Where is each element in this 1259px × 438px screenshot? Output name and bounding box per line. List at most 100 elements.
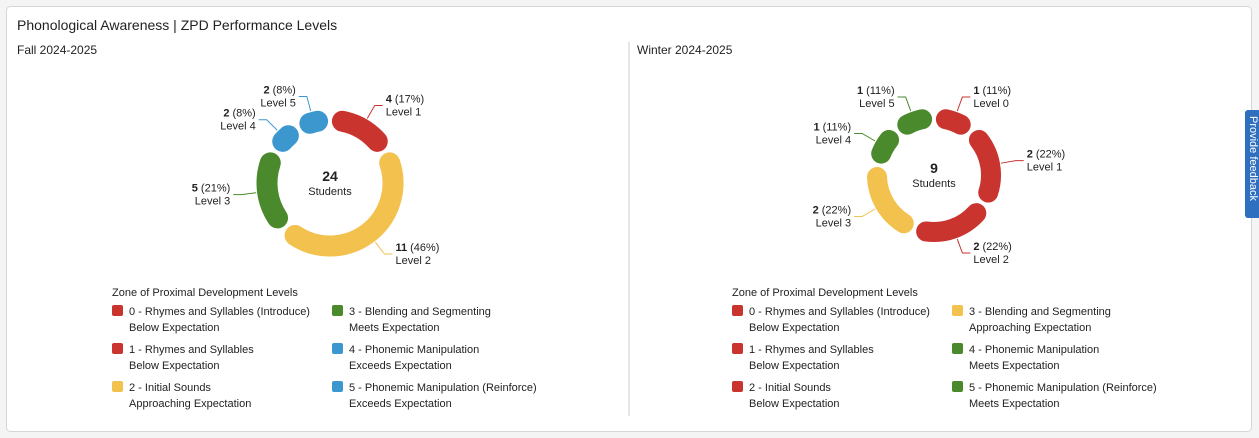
legend-swatch: [952, 343, 963, 354]
center-total: 9: [930, 160, 938, 176]
legend-title: Zone of Proximal Development Levels: [732, 287, 918, 299]
slice-label: 2 (22%): [1027, 149, 1065, 161]
slice-category: Level 4: [816, 135, 851, 147]
slice-label: 2 (22%): [813, 205, 851, 217]
legend-status: Approaching Expectation: [969, 322, 1091, 334]
slice-label: 11 (46%): [395, 242, 439, 254]
legend-swatch: [112, 381, 123, 392]
legend-label: 3 - Blending and Segmenting: [969, 306, 1111, 318]
slice-category: Level 2: [395, 255, 430, 267]
donut-slice: [272, 125, 299, 152]
slice-percent: (21%): [201, 183, 230, 195]
donut-slice: [935, 109, 971, 135]
chart-title: Fall 2024-2025: [17, 43, 97, 57]
feedback-tab[interactable]: [1245, 110, 1259, 218]
slice-percent: (17%): [395, 93, 424, 105]
slice-category: Level 4: [220, 121, 255, 133]
page-title: Phonological Awareness | ZPD Performance…: [17, 17, 337, 33]
slice-count: 1: [857, 85, 863, 97]
leader-line: [956, 96, 971, 112]
leader-line: [897, 96, 912, 112]
donut-slice: [867, 167, 914, 234]
legend-swatch: [332, 343, 343, 354]
slice-percent: (8%): [232, 108, 255, 120]
legend-swatch: [112, 305, 123, 316]
donut-slice: [284, 152, 404, 257]
slice-category: Level 3: [816, 218, 851, 230]
leader-line: [374, 241, 393, 255]
chart-title: Winter 2024-2025: [637, 43, 733, 57]
slice-category: Level 5: [260, 98, 295, 110]
leader-line: [854, 133, 876, 142]
center-total: 24: [322, 168, 338, 184]
legend-status: Exceeds Expectation: [349, 360, 452, 372]
leader-line: [366, 104, 383, 119]
slice-percent: (46%): [410, 242, 439, 254]
legend-status: Below Expectation: [129, 360, 220, 372]
slice-label: 1 (11%): [857, 85, 895, 97]
legend-label: 4 - Phonemic Manipulation: [969, 344, 1099, 356]
leader-line: [956, 238, 971, 254]
legend-swatch: [732, 381, 743, 392]
slice-count: 5: [192, 183, 198, 195]
legend-status: Approaching Expectation: [129, 398, 251, 410]
leader-line: [298, 96, 312, 112]
legend-label: 5 - Phonemic Manipulation (Reinforce): [969, 382, 1157, 394]
center-label: Students: [912, 178, 956, 190]
slice-category: Level 2: [973, 254, 1008, 266]
legend-swatch: [332, 305, 343, 316]
slice-count: 2: [813, 205, 819, 217]
slice-percent: (22%): [822, 205, 851, 217]
slice-count: 2: [223, 108, 229, 120]
legend-label: 0 - Rhymes and Syllables (Introduce): [749, 306, 930, 318]
slice-percent: (22%): [983, 241, 1012, 253]
legend-swatch: [332, 381, 343, 392]
slice-label: 1 (11%): [973, 85, 1011, 97]
slice-label: 2 (8%): [223, 108, 255, 120]
slice-category: Level 5: [859, 98, 894, 110]
slice-category: Level 3: [195, 196, 230, 208]
legend-swatch: [112, 343, 123, 354]
donut-slice: [299, 110, 329, 134]
slice-label: 2 (22%): [973, 241, 1011, 253]
leader-line: [854, 208, 876, 217]
slice-percent: (11%): [983, 85, 1012, 97]
donut-slice: [871, 129, 900, 164]
legend-label: 2 - Initial Sounds: [129, 382, 211, 394]
legend-label: 2 - Initial Sounds: [749, 382, 831, 394]
slice-count: 2: [1027, 149, 1033, 161]
donut-slice: [256, 152, 289, 229]
legend-status: Meets Expectation: [349, 322, 440, 334]
feedback-label[interactable]: Provide feedback: [1247, 116, 1259, 201]
legend-label: 3 - Blending and Segmenting: [349, 306, 491, 318]
legend-label: 1 - Rhymes and Syllables: [129, 344, 254, 356]
legend-label: 4 - Phonemic Manipulation: [349, 344, 479, 356]
slice-count: 11: [395, 242, 407, 254]
slice-category: Level 1: [1027, 162, 1062, 174]
leader-line: [233, 192, 257, 196]
legend-label: 0 - Rhymes and Syllables (Introduce): [129, 306, 310, 318]
legend-swatch: [952, 381, 963, 392]
slice-percent: (8%): [273, 85, 296, 97]
legend-swatch: [732, 343, 743, 354]
legend-label: 5 - Phonemic Manipulation (Reinforce): [349, 382, 537, 394]
legend-label: 1 - Rhymes and Syllables: [749, 344, 874, 356]
donut-slice: [916, 203, 987, 242]
leader-line: [258, 119, 278, 131]
donut-slice: [968, 129, 1001, 203]
legend-status: Meets Expectation: [969, 398, 1060, 410]
legend-status: Below Expectation: [749, 398, 840, 410]
legend-swatch: [732, 305, 743, 316]
slice-percent: (22%): [1036, 149, 1065, 161]
slice-count: 2: [263, 85, 269, 97]
slice-category: Level 0: [973, 98, 1008, 110]
legend-status: Meets Expectation: [969, 360, 1060, 372]
legend-title: Zone of Proximal Development Levels: [112, 287, 298, 299]
slice-count: 4: [386, 93, 393, 105]
slice-label: 5 (21%): [192, 183, 230, 195]
legend-status: Below Expectation: [749, 360, 840, 372]
slice-count: 1: [973, 85, 979, 97]
slice-label: 1 (11%): [813, 122, 851, 134]
leader-line: [1000, 160, 1024, 164]
